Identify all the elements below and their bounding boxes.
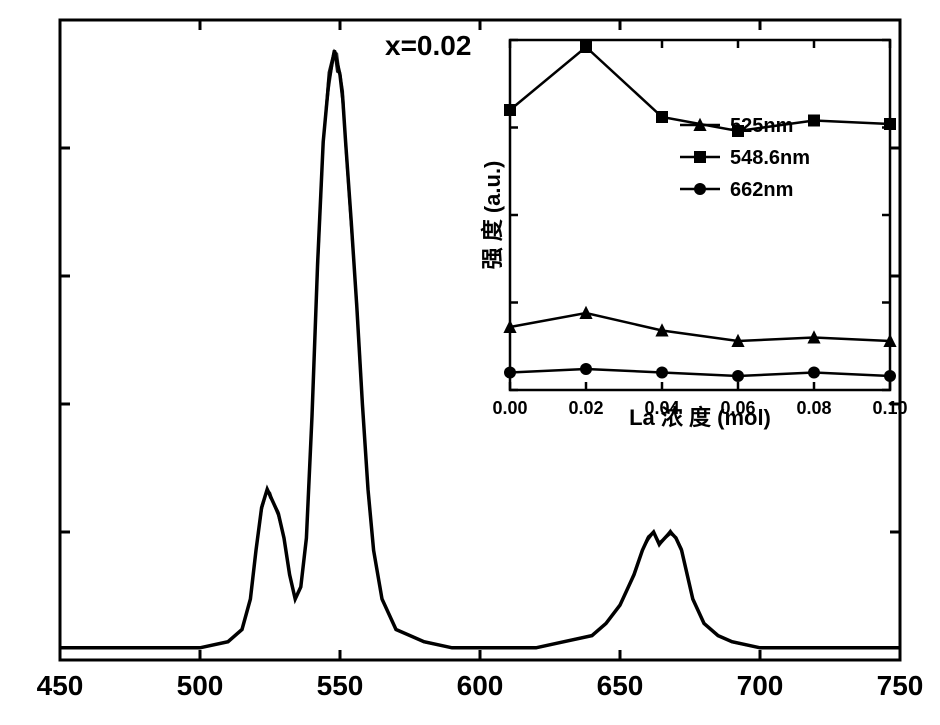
inset-chart: 0.000.020.040.060.080.10 La 浓 度 (mol) 强 … bbox=[480, 40, 908, 430]
inset-xtick-label: 0.08 bbox=[796, 398, 831, 418]
marker-square bbox=[580, 41, 592, 53]
legend-label: 525nm bbox=[730, 115, 793, 137]
main-xtick-label: 750 bbox=[877, 670, 924, 701]
marker-square bbox=[656, 111, 668, 123]
chart-svg: 450 500 550 600 650 700 750 x=0.02 0.00 0.02 0.0… bbox=[0, 0, 940, 725]
legend-label: 548.6nm bbox=[730, 147, 810, 169]
marker-circle bbox=[656, 367, 668, 379]
marker-square bbox=[808, 115, 820, 127]
marker-circle bbox=[694, 183, 706, 195]
legend-label: 662nm bbox=[730, 179, 793, 201]
marker-circle bbox=[732, 370, 744, 382]
marker-square bbox=[884, 118, 896, 130]
marker-circle bbox=[580, 363, 592, 375]
inset-xtick-label: 0.10 bbox=[872, 398, 907, 418]
inset-xlabel: La 浓 度 (mol) bbox=[629, 405, 771, 430]
marker-square bbox=[694, 151, 706, 163]
main-xtick-label: 600 bbox=[457, 670, 504, 701]
inset-xtick-label: 0.02 bbox=[568, 398, 603, 418]
annotation-text: x=0.02 bbox=[385, 30, 471, 61]
marker-circle bbox=[504, 367, 516, 379]
main-xtick-label: 450 bbox=[37, 670, 84, 701]
chart-container: 450 500 550 600 650 700 750 x=0.02 0.00 0.02 0.0… bbox=[0, 0, 940, 725]
main-xtick-label: 550 bbox=[317, 670, 364, 701]
main-xtick-label: 500 bbox=[177, 670, 224, 701]
marker-circle bbox=[808, 367, 820, 379]
inset-ylabel: 强 度 (a.u.) bbox=[480, 161, 505, 270]
inset-xtick-label: 0.00 bbox=[492, 398, 527, 418]
main-xtick-label: 650 bbox=[597, 670, 644, 701]
main-xtick-label: 700 bbox=[737, 670, 784, 701]
marker-square bbox=[504, 104, 516, 116]
inset-legend: 525nm 548.6nm 662nm bbox=[680, 115, 810, 201]
marker-circle bbox=[884, 370, 896, 382]
